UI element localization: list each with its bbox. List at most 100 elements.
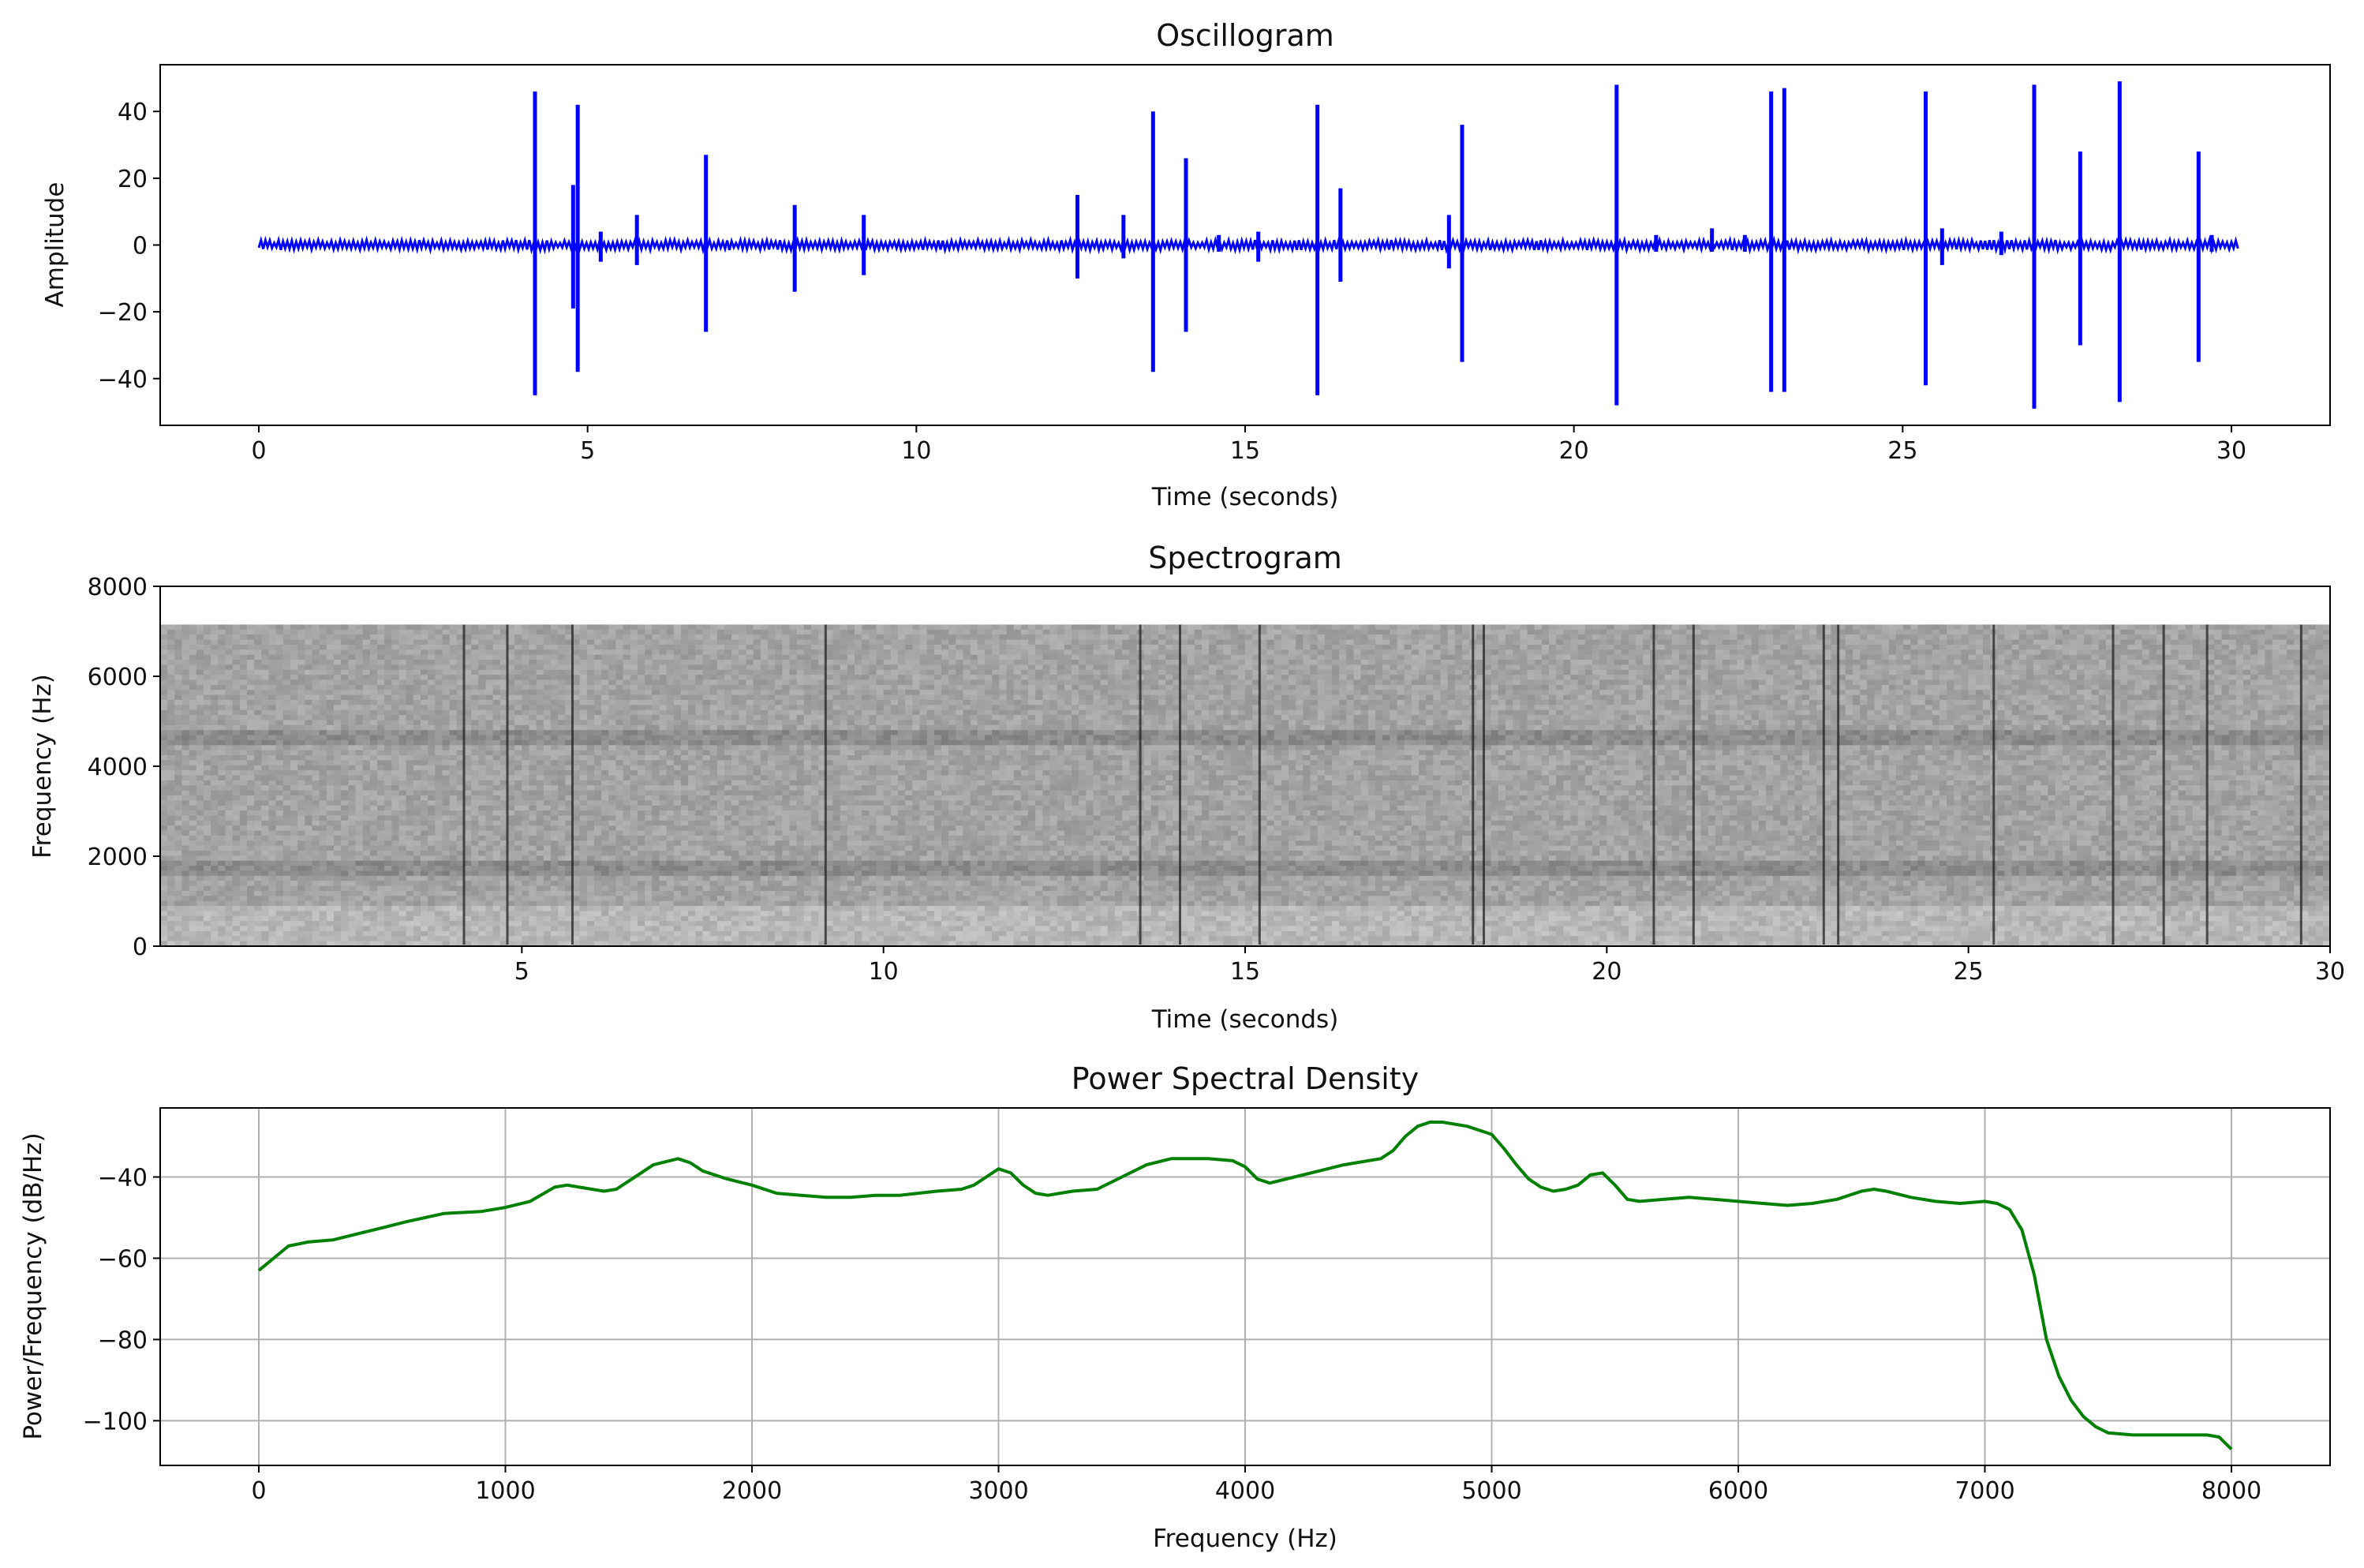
spectrogram-cell — [630, 624, 638, 631]
spectrogram-cell — [630, 654, 638, 661]
spectrogram-cell — [398, 675, 407, 681]
spectrogram-cell — [464, 745, 472, 751]
spectrogram-cell — [355, 900, 364, 907]
spectrogram-cell — [594, 750, 602, 756]
spectrogram-cell — [312, 629, 320, 635]
spectrogram-cell — [384, 921, 392, 927]
spectrogram-cell — [334, 900, 342, 907]
spectrogram-cell — [456, 694, 465, 701]
spectrogram-cell — [239, 845, 248, 851]
spectrogram-cell — [529, 765, 537, 771]
spectrogram-cell — [615, 800, 624, 806]
spectrogram-cell — [673, 815, 682, 821]
spectrogram-cell — [601, 639, 609, 646]
spectrogram-cell — [189, 860, 197, 866]
spectrogram-cell — [435, 760, 443, 766]
spectrogram-cell — [615, 805, 624, 811]
spectrogram-cell — [435, 915, 443, 922]
spectrogram-cell — [312, 851, 320, 856]
spectrogram-cell — [355, 870, 364, 877]
spectrogram-cell — [543, 705, 552, 711]
spectrogram-cell — [247, 915, 255, 922]
spectrogram-cell — [673, 664, 682, 671]
spectrogram-cell — [413, 785, 421, 791]
spectrogram-cell — [160, 825, 168, 832]
spectrogram-cell — [608, 694, 617, 701]
spectrogram-cell — [608, 684, 617, 690]
spectrogram-cell — [413, 684, 421, 690]
spectrogram-cell — [638, 639, 645, 646]
spectrogram-cell — [514, 684, 522, 690]
spectrogram-cell — [377, 890, 385, 896]
spectrogram-cell — [442, 870, 451, 877]
spectrogram-cell — [435, 730, 443, 736]
spectrogram-cell — [529, 885, 537, 892]
spectrogram-cell — [456, 896, 465, 902]
spectrogram-cell — [225, 629, 234, 635]
spectrogram-cell — [305, 669, 313, 675]
spectrogram-cell — [384, 885, 392, 892]
spectrogram-cell — [471, 664, 479, 671]
spectrogram-cell — [551, 926, 559, 932]
spectrogram-cell — [406, 709, 414, 716]
spectrogram-cell — [673, 694, 682, 701]
spectrogram-cell — [615, 851, 624, 856]
spectrogram-cell — [247, 936, 255, 942]
spectrogram-cell — [377, 906, 385, 912]
spectrogram-cell — [282, 634, 291, 641]
spectrogram-cell — [695, 629, 704, 635]
spectrogram-cell — [312, 750, 320, 756]
spectrogram-cell — [355, 730, 364, 736]
spectrogram-cell — [565, 770, 574, 777]
spectrogram-cell — [218, 724, 226, 731]
spectrogram-cell — [326, 830, 335, 836]
spectrogram-cell — [449, 785, 458, 791]
spectrogram-cell — [594, 664, 602, 671]
spectrogram-cell — [428, 684, 436, 690]
spectrogram-cell — [239, 760, 248, 766]
spectrogram-cell — [290, 709, 298, 716]
spectrogram-cell — [247, 785, 255, 791]
spectrogram-cell — [572, 845, 581, 851]
spectrogram-cell — [572, 800, 581, 806]
spectrogram-cell — [623, 669, 631, 675]
spectrogram-cell — [369, 660, 378, 665]
spectrogram-cell — [232, 785, 241, 791]
spectrogram-cell — [435, 800, 443, 806]
spectrogram-cell — [572, 624, 581, 631]
spectrogram-cell — [167, 634, 175, 641]
spectrogram-cell — [297, 911, 305, 917]
spectrogram-cell — [428, 664, 436, 671]
spectrogram-cell — [485, 765, 494, 771]
spectrogram-cell — [464, 860, 472, 866]
spectrogram-cell — [435, 896, 443, 902]
spectrogram-cell — [204, 770, 211, 777]
spectrogram-cell — [218, 926, 226, 932]
spectrogram-cell — [709, 941, 718, 947]
spectrogram-cell — [160, 775, 168, 781]
spectrogram-cell — [326, 735, 335, 741]
spectrogram-cell — [464, 845, 472, 851]
spectrogram-cell — [565, 900, 574, 907]
spectrogram-cell — [645, 660, 653, 665]
spectrogram-cell — [334, 866, 342, 872]
spectrogram-cell — [305, 660, 313, 665]
spectrogram-cell — [709, 906, 718, 912]
spectrogram-cell — [384, 820, 392, 826]
spectrogram-cell — [413, 649, 421, 656]
spectrogram-cell — [334, 760, 342, 766]
spectrogram-cell — [630, 941, 638, 947]
spectrogram-cell — [341, 724, 349, 731]
spectrogram-cell — [456, 795, 465, 801]
spectrogram-cell — [652, 705, 660, 711]
spectrogram-cell — [413, 921, 421, 927]
spectrogram-cell — [471, 785, 479, 791]
spectrogram-cell — [702, 840, 711, 847]
spectrogram-cell — [362, 866, 371, 872]
spectrogram-cell — [174, 900, 183, 907]
spectrogram-cell — [196, 915, 204, 922]
spectrogram-cell — [319, 705, 327, 711]
spectrogram-cell — [189, 805, 197, 811]
spectrogram-cell — [305, 755, 313, 761]
spectrogram-cell — [348, 825, 357, 832]
